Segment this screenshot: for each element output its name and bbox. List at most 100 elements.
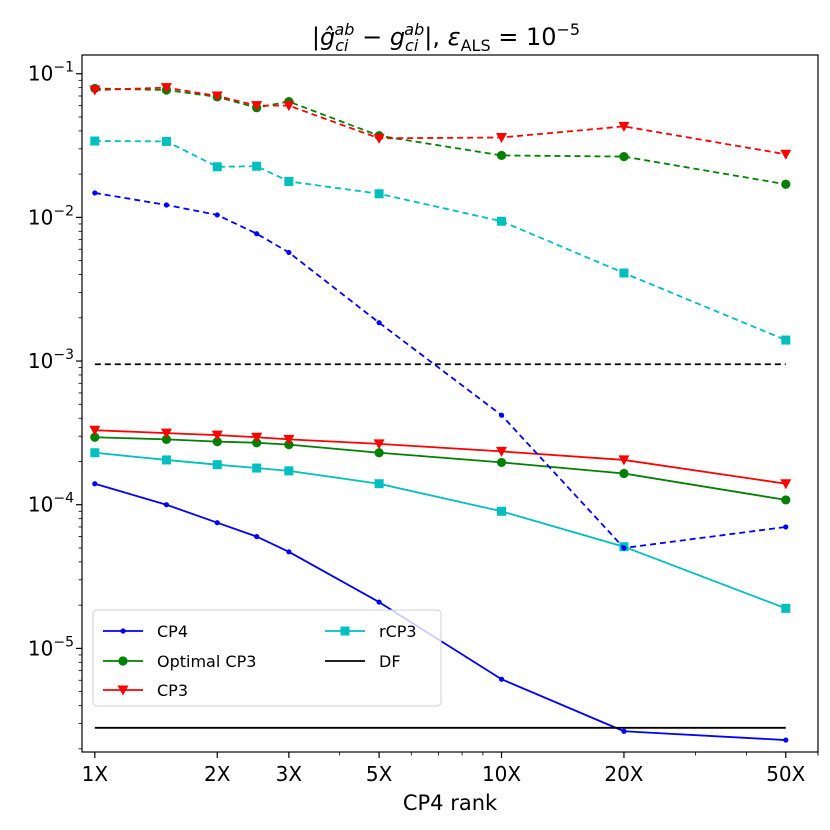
data-point-optcp3_solid bbox=[496, 457, 507, 468]
x-tick-label: 2X bbox=[204, 762, 231, 786]
legend-label: rCP3 bbox=[379, 622, 417, 641]
data-point-cp3_dashed bbox=[373, 133, 385, 144]
data-point-cp4_solid bbox=[498, 676, 505, 682]
x-tick-label: 50X bbox=[766, 762, 805, 786]
data-point-cp4_solid bbox=[163, 502, 170, 508]
data-point-rcp3_dashed bbox=[284, 176, 294, 186]
y-axis: 10−5 10−4 10−3 10−2 10−1 bbox=[28, 60, 82, 750]
data-point-cp3_dashed bbox=[283, 101, 295, 112]
data-point-rcp3_dashed bbox=[781, 335, 791, 345]
legend-entry: rCP3 bbox=[325, 622, 417, 641]
legend: CP4 Optimal CP3 CP3 rCP3 DF bbox=[92, 609, 442, 707]
data-point-cp4_dashed bbox=[286, 249, 292, 256]
data-point-cp3_solid bbox=[251, 432, 263, 443]
data-point-rcp3_dashed bbox=[90, 136, 100, 146]
series-cp4_solid bbox=[92, 481, 789, 743]
data-point-rcp3_solid bbox=[781, 603, 791, 613]
legend-marker bbox=[340, 626, 350, 636]
x-tick-label: 3X bbox=[276, 762, 303, 786]
data-point-cp3_dashed bbox=[780, 149, 792, 160]
data-point-cp3_solid bbox=[496, 446, 508, 457]
data-point-optcp3_solid bbox=[374, 448, 384, 458]
data-point-rcp3_solid bbox=[212, 460, 222, 470]
x-axis-label: CP4 rank bbox=[403, 791, 498, 815]
data-point-cp3_dashed bbox=[496, 132, 508, 143]
legend-marker bbox=[117, 685, 129, 696]
data-point-rcp3_solid bbox=[374, 479, 384, 489]
data-point-cp4_dashed bbox=[783, 524, 789, 530]
legend-label: DF bbox=[379, 652, 401, 671]
legend-label: CP3 bbox=[157, 681, 188, 700]
legend-marker bbox=[118, 656, 128, 666]
data-point-cp3_solid bbox=[373, 439, 385, 450]
data-point-cp4_dashed bbox=[214, 212, 220, 218]
data-point-cp3_dashed bbox=[89, 85, 101, 96]
x-tick-label: 10X bbox=[482, 762, 521, 786]
data-point-cp3_dashed bbox=[211, 91, 223, 102]
data-point-cp3_solid bbox=[780, 479, 792, 490]
data-point-cp3_dashed bbox=[160, 83, 172, 94]
data-point-cp3_solid bbox=[211, 430, 223, 441]
data-point-rcp3_dashed bbox=[161, 136, 171, 146]
legend-label: CP4 bbox=[157, 622, 188, 641]
legend-label: Optimal CP3 bbox=[157, 652, 256, 671]
series-cp4_dashed bbox=[92, 190, 789, 551]
data-point-cp4_solid bbox=[286, 549, 292, 555]
series-cp3_dashed bbox=[89, 83, 792, 160]
y-tick-label: 10−5 bbox=[28, 634, 74, 660]
data-point-cp4_solid bbox=[254, 533, 260, 540]
chart-title: |ĝciab − gciab|, εALS = 10−5 bbox=[312, 20, 580, 55]
x-tick-label: 5X bbox=[366, 762, 393, 786]
data-point-cp3_dashed bbox=[251, 101, 263, 112]
data-point-cp4_solid bbox=[783, 737, 789, 743]
legend-entry: Optimal CP3 bbox=[103, 652, 256, 671]
data-point-optcp3_solid bbox=[212, 437, 222, 447]
data-point-cp4_solid bbox=[214, 520, 220, 526]
y-tick-label: 10−4 bbox=[28, 491, 74, 517]
y-tick-label: 10−2 bbox=[28, 203, 74, 229]
legend-entry: DF bbox=[325, 652, 401, 671]
data-point-cp3_solid bbox=[160, 428, 172, 439]
legend-marker bbox=[120, 628, 126, 634]
data-point-rcp3_dashed bbox=[374, 189, 384, 199]
series-cp3_solid bbox=[89, 425, 792, 490]
data-point-optcp3_dashed bbox=[496, 150, 507, 161]
x-axis: 1X 2X 3X 5X 10X 20X 50X bbox=[82, 752, 819, 786]
data-point-optcp3_solid bbox=[90, 432, 100, 442]
data-point-optcp3_solid bbox=[161, 434, 172, 444]
data-point-rcp3_solid bbox=[497, 506, 507, 516]
data-point-cp4_dashed bbox=[498, 412, 505, 418]
data-point-cp3_solid bbox=[283, 434, 295, 445]
y-tick-label: 10−3 bbox=[28, 347, 74, 373]
data-point-cp3_dashed bbox=[618, 121, 630, 132]
legend-frame bbox=[92, 609, 442, 707]
data-point-cp4_dashed bbox=[163, 202, 170, 208]
data-point-cp4_dashed bbox=[621, 545, 627, 551]
data-point-cp4_dashed bbox=[254, 231, 260, 237]
data-point-rcp3_solid bbox=[284, 466, 294, 476]
data-point-optcp3_solid bbox=[252, 438, 262, 448]
data-point-optcp3_solid bbox=[781, 495, 791, 505]
data-point-rcp3_dashed bbox=[252, 161, 262, 171]
data-point-cp3_solid bbox=[89, 425, 101, 436]
plot-frame bbox=[81, 54, 819, 753]
legend-entry: CP4 bbox=[103, 622, 188, 641]
data-point-rcp3_solid bbox=[161, 455, 171, 465]
data-point-rcp3_solid bbox=[252, 463, 262, 473]
data-point-optcp3_solid bbox=[619, 468, 629, 479]
y-tick-label: 10−1 bbox=[28, 60, 74, 86]
legend-entry: CP3 bbox=[103, 681, 188, 700]
data-point-rcp3_dashed bbox=[619, 268, 629, 278]
data-point-optcp3_dashed bbox=[781, 179, 791, 189]
data-point-cp4_solid bbox=[92, 481, 98, 487]
data-point-optcp3_dashed bbox=[619, 151, 629, 162]
data-point-cp4_solid bbox=[376, 599, 382, 605]
data-point-rcp3_dashed bbox=[212, 162, 222, 172]
x-tick-label: 20X bbox=[604, 762, 643, 786]
data-point-cp4_dashed bbox=[92, 190, 98, 196]
data-point-rcp3_solid bbox=[90, 448, 100, 458]
data-point-cp4_solid bbox=[621, 728, 627, 734]
data-point-rcp3_dashed bbox=[497, 216, 507, 226]
x-tick-label: 1X bbox=[82, 762, 109, 786]
